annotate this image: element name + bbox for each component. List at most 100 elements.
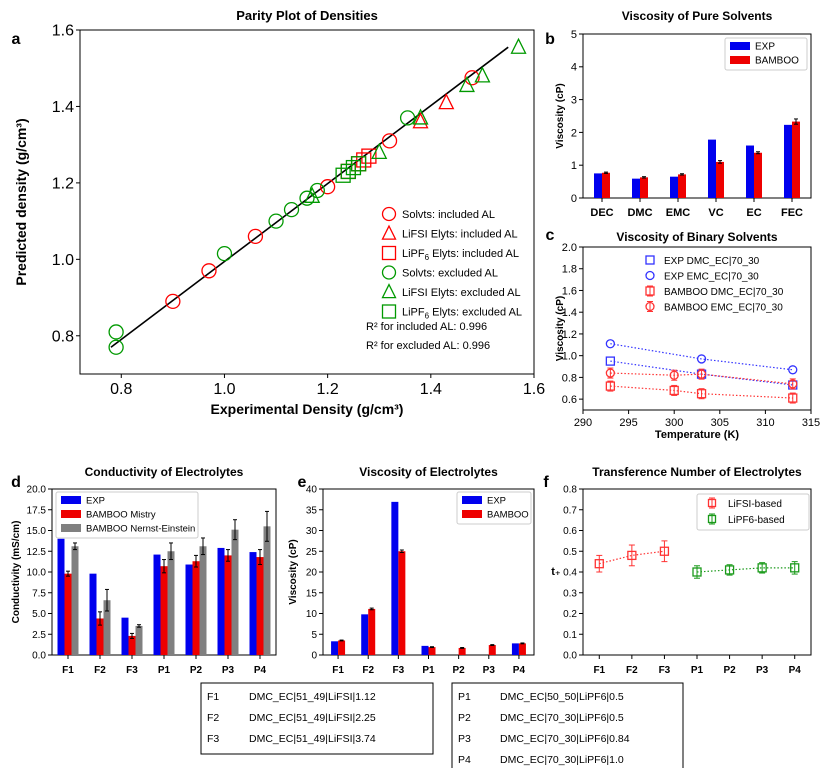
x-tick-label: P2 bbox=[723, 665, 736, 676]
legend-marker bbox=[381, 245, 397, 261]
y-tick-label: 2 bbox=[571, 127, 577, 139]
bar bbox=[199, 546, 207, 655]
x-tick-label: P1 bbox=[691, 665, 704, 676]
legend-marker bbox=[707, 498, 717, 508]
legend-swatch bbox=[61, 510, 81, 518]
legend-marker bbox=[645, 270, 655, 281]
bar bbox=[57, 538, 65, 655]
legend-label: BAMBOO Nernst-Einstein bbox=[86, 524, 195, 535]
table-row-id: P2 bbox=[458, 712, 471, 724]
series-line bbox=[696, 567, 795, 573]
bar bbox=[708, 139, 716, 198]
legend-label: LiFSI Elyts: excluded AL bbox=[402, 287, 521, 299]
y-axis-label: Viscosity (cP) bbox=[555, 296, 566, 361]
legend-label: EXP DMC_EC|70_30 bbox=[664, 256, 760, 267]
point-circle bbox=[399, 110, 416, 126]
subscript: 6 bbox=[425, 312, 430, 321]
bar bbox=[398, 551, 406, 655]
y-axis-label: Conductivity (mS/cm) bbox=[11, 521, 22, 624]
bar bbox=[670, 176, 678, 198]
bar bbox=[754, 152, 762, 198]
y-tick-label: 0.0 bbox=[563, 651, 577, 662]
x-tick-label: P3 bbox=[222, 665, 235, 676]
point-triangle bbox=[371, 142, 388, 159]
bar bbox=[391, 501, 399, 655]
point-circle bbox=[788, 365, 798, 375]
series-line bbox=[610, 372, 793, 385]
panel-f: Transference Number of Electrolytes 0.0 0.… bbox=[551, 465, 812, 676]
y-tick-label: 0.5 bbox=[563, 547, 577, 558]
bar bbox=[594, 173, 602, 198]
bar bbox=[458, 647, 466, 655]
x-tick-label: P2 bbox=[453, 665, 466, 676]
y-axis-label: Viscosity (cP) bbox=[555, 83, 566, 148]
y-tick-label: 0.8 bbox=[52, 328, 74, 345]
y-tick-label: 35 bbox=[306, 505, 318, 516]
y-tick-label: 5 bbox=[571, 29, 577, 41]
chart-title: Transference Number of Electrolytes bbox=[592, 465, 802, 479]
y-tick-label: 10.0 bbox=[27, 568, 47, 579]
y-tick-label: 2.0 bbox=[562, 242, 577, 254]
x-tick-label: P4 bbox=[513, 665, 526, 676]
r2-annotation: R² for included AL: 0.996 bbox=[366, 321, 487, 333]
point-circle bbox=[605, 339, 616, 349]
legend-swatch bbox=[462, 510, 482, 518]
y-axis-label: Predicted density (g/cm³) bbox=[13, 118, 29, 285]
chart-title: Parity Plot of Densities bbox=[236, 8, 378, 23]
x-tick-label: DEC bbox=[590, 207, 613, 219]
y-tick-label: 15.0 bbox=[27, 526, 47, 537]
y-tick-label: 1.0 bbox=[52, 252, 74, 269]
x-tick-label: 290 bbox=[574, 417, 592, 429]
bar bbox=[602, 172, 610, 198]
x-tick-label: 1.0 bbox=[213, 381, 235, 398]
table-row-id: F1 bbox=[207, 691, 219, 703]
legend-swatch bbox=[462, 496, 482, 504]
y-tick-label: 0.6 bbox=[563, 526, 577, 537]
bar bbox=[428, 647, 436, 655]
bar bbox=[640, 177, 648, 198]
point-triangle bbox=[438, 93, 455, 110]
point-triangle bbox=[412, 108, 429, 125]
y-tick-label: 1.2 bbox=[52, 175, 74, 192]
x-tick-label: P3 bbox=[483, 665, 496, 676]
legend-label: LiPF6 Elyts: included AL bbox=[402, 248, 519, 262]
legend-box bbox=[55, 491, 199, 539]
x-tick-label: 300 bbox=[665, 417, 683, 429]
bar bbox=[103, 600, 111, 655]
bar bbox=[224, 555, 232, 655]
bar bbox=[746, 145, 754, 198]
x-axis-label: Experimental Density (g/cm³) bbox=[211, 401, 404, 417]
point-circle bbox=[108, 339, 124, 355]
legend-label-rest: Elyts: included AL bbox=[429, 248, 519, 260]
x-tick-label: VC bbox=[708, 207, 723, 219]
y-tick-label: 10 bbox=[306, 609, 318, 620]
y-tick-label: 0.0 bbox=[32, 651, 46, 662]
table-row-id: P1 bbox=[458, 691, 471, 703]
point-circle bbox=[108, 324, 124, 340]
point-circle bbox=[464, 70, 480, 86]
y-axis-label: t₊ bbox=[551, 566, 561, 578]
table-row-desc: DMC_EC|70_30|LiPF6|0.84 bbox=[500, 733, 630, 745]
x-tick-label: P1 bbox=[158, 665, 171, 676]
point-square bbox=[594, 559, 604, 569]
legend-box bbox=[696, 493, 810, 531]
composition-table-p: P1 DMC_EC|50_50|LiPF6|0.5 P2 DMC_EC|70_30|L… bbox=[451, 682, 684, 768]
bar bbox=[678, 174, 686, 198]
series-line bbox=[599, 550, 665, 565]
legend-swatch bbox=[730, 42, 750, 50]
table-row-id: P4 bbox=[458, 754, 471, 766]
x-tick-label: P1 bbox=[422, 665, 435, 676]
y-tick-label: 1.4 bbox=[52, 99, 74, 116]
bar bbox=[256, 557, 264, 655]
table-row-desc: DMC_EC|51_49|LiFSI|2.25 bbox=[249, 712, 376, 724]
x-tick-label: F3 bbox=[126, 665, 138, 676]
y-tick-label: 7.5 bbox=[32, 588, 46, 599]
x-tick-label: 310 bbox=[756, 417, 774, 429]
legend-label-rest: Elyts: excluded AL bbox=[429, 307, 522, 319]
bar bbox=[421, 645, 429, 655]
bar bbox=[121, 617, 129, 655]
table-row-desc: DMC_EC|51_49|LiFSI|3.74 bbox=[249, 733, 376, 745]
bar bbox=[331, 641, 339, 655]
y-axis-label: Viscosity (cP) bbox=[288, 539, 299, 604]
bar bbox=[511, 643, 519, 655]
